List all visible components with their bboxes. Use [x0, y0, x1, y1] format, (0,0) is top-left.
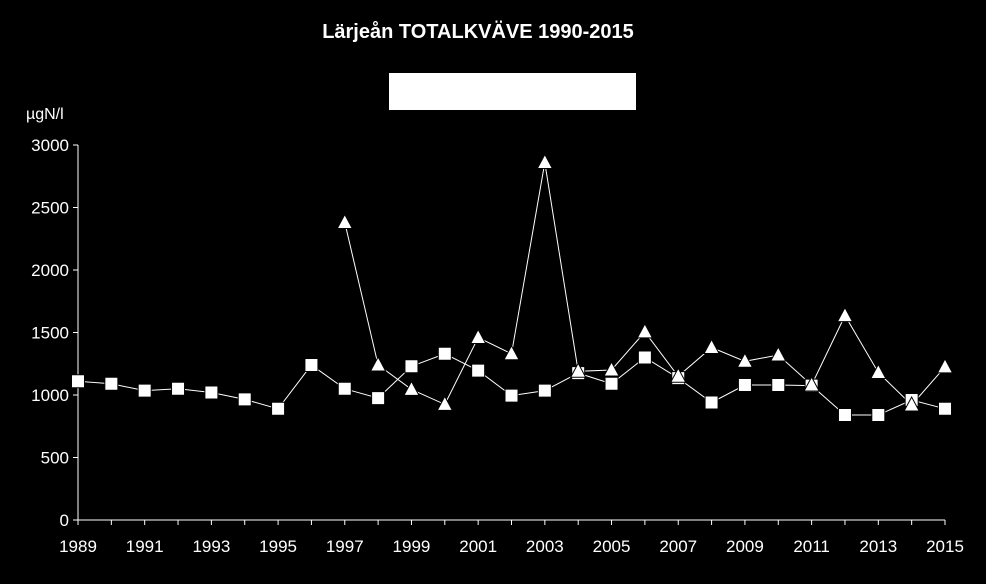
data-point-triangle — [369, 355, 387, 372]
series-lines — [77, 162, 946, 416]
data-point-square — [537, 383, 552, 398]
data-point-square — [504, 388, 519, 403]
data-point-triangle — [503, 344, 520, 361]
data-point-triangle — [936, 357, 954, 374]
data-point-triangle — [403, 380, 420, 396]
data-point-square — [771, 378, 786, 392]
data-point-triangle — [336, 213, 354, 229]
x-tick-label: 2011 — [793, 537, 830, 556]
data-point-square — [137, 383, 152, 398]
data-point-triangle — [469, 328, 487, 344]
data-point-square — [237, 392, 252, 407]
data-point-square — [337, 381, 352, 396]
data-point-square — [637, 350, 652, 365]
y-tick-label: 2500 — [31, 199, 69, 218]
data-point-triangle — [903, 395, 920, 412]
data-point-square — [938, 401, 952, 416]
data-point-square — [104, 376, 119, 391]
y-tick-label: 3000 — [31, 136, 69, 155]
data-point-triangle — [636, 322, 654, 339]
x-tick-label: 1995 — [259, 537, 297, 556]
data-point-square — [71, 374, 85, 389]
data-point-square — [871, 408, 886, 422]
series-line-triangle — [344, 162, 946, 406]
x-axis-ticks: 1989 1991 1993 1995 1997 1999 2001 2003 2005 2007… — [59, 520, 964, 556]
chart-title: Lärjeån TOTALKVÄVE 1990-2015 — [322, 20, 634, 43]
legend-box — [389, 73, 636, 110]
data-point-triangle — [536, 153, 554, 169]
series-markers — [71, 153, 954, 422]
data-point-square — [304, 358, 319, 372]
data-point-triangle — [836, 306, 854, 323]
data-point-triangle — [803, 375, 820, 392]
data-point-square — [171, 381, 186, 396]
data-point-square — [404, 359, 419, 374]
data-point-triangle — [769, 345, 787, 362]
y-tick-label: 1000 — [31, 386, 69, 405]
data-point-triangle — [436, 395, 454, 411]
x-tick-label: 1989 — [59, 537, 97, 556]
x-tick-label: 1997 — [326, 537, 364, 556]
data-point-square — [271, 401, 286, 416]
y-tick-label: 1500 — [31, 324, 69, 343]
data-point-triangle — [603, 360, 620, 377]
x-tick-label: 2005 — [593, 537, 631, 556]
data-point-square — [437, 346, 452, 361]
y-axis-ticks: 0 500 1000 1500 2000 2500 3000 — [31, 136, 78, 530]
data-point-triangle — [736, 352, 754, 368]
y-tick-label: 2000 — [31, 261, 69, 280]
x-tick-label: 1999 — [393, 537, 431, 556]
data-point-square — [471, 363, 486, 378]
x-tick-label: 1993 — [192, 537, 230, 556]
x-tick-label: 2001 — [459, 537, 497, 556]
y-axis-unit-label: µgN/l — [26, 106, 64, 123]
x-tick-label: 2013 — [859, 537, 897, 556]
x-tick-label: 2003 — [526, 537, 564, 556]
data-point-square — [837, 408, 852, 422]
data-point-square — [704, 395, 719, 410]
x-tick-label: 1991 — [126, 537, 164, 556]
data-point-triangle — [703, 338, 720, 354]
y-tick-label: 500 — [41, 449, 69, 468]
data-point-square — [371, 391, 386, 406]
data-point-triangle — [569, 362, 587, 378]
data-point-triangle — [869, 363, 887, 379]
data-point-square — [604, 376, 619, 391]
data-point-square — [737, 378, 752, 392]
data-point-triangle — [669, 367, 687, 383]
x-tick-label: 2015 — [926, 537, 964, 556]
data-point-square — [204, 385, 219, 400]
y-tick-label: 0 — [60, 511, 69, 530]
x-tick-label: 2007 — [659, 537, 697, 556]
x-tick-label: 2009 — [726, 537, 764, 556]
